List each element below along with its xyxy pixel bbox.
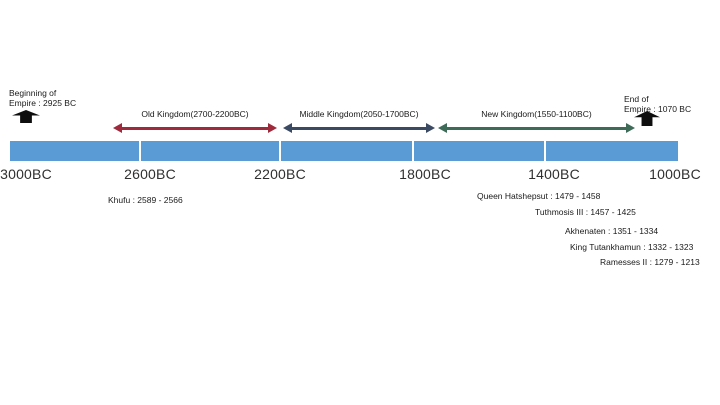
tick-label-1000bc: 1000BC [649,166,701,182]
arrow-shaft [447,126,626,130]
end-of-empire-label: End of Empire : 1070 BC [624,94,691,114]
middle-kingdom-label: Middle Kingdom(2050-1700BC) [299,109,419,119]
beginning-of-empire-line2: Empire : 2925 BC [9,98,77,108]
tick-label-1400bc: 1400BC [528,166,580,182]
arrowhead-right-icon [626,123,635,133]
tick-label-2600bc: 2600BC [124,166,176,182]
bar-divider [139,141,141,161]
middle-kingdom-period: Middle Kingdom(2050-1700BC) [283,109,435,133]
middle-kingdom-arrow [283,123,435,133]
arrowhead-left-icon [438,123,447,133]
beginning-of-empire-line1: Beginning of [9,88,57,98]
pharaoh-tuthmosis: Tuthmosis III : 1457 - 1425 [535,207,636,217]
pharaoh-hatshepsut: Queen Hatshepsut : 1479 - 1458 [477,191,601,201]
arrowhead-right-icon [268,123,277,133]
pharaoh-khufu: Khufu : 2589 - 2566 [108,195,183,205]
bar-divider [279,141,281,161]
end-of-empire-line2: Empire : 1070 BC [624,104,692,114]
tick-label-1800bc: 1800BC [399,166,451,182]
old-kingdom-arrow [113,123,277,133]
arrow-shaft [292,126,426,130]
end-of-empire-line1: End of [624,94,649,104]
pharaoh-akhenaten: Akhenaten : 1351 - 1334 [565,226,659,236]
timeline-bar [10,141,678,161]
old-kingdom-period: Old Kingdom(2700-2200BC) [113,109,277,133]
tick-label-3000bc: 3000BC [0,166,52,182]
pharaoh-ramesses: Ramesses II : 1279 - 1213 [600,257,700,267]
new-kingdom-arrow [438,123,635,133]
tick-label-2200bc: 2200BC [254,166,306,182]
bar-divider [412,141,414,161]
arrowhead-left-icon [283,123,292,133]
beginning-of-empire-label: Beginning of Empire : 2925 BC [9,88,76,108]
bar-divider [544,141,546,161]
new-kingdom-period: New Kingdom(1550-1100BC) [438,109,635,133]
new-kingdom-label: New Kingdom(1550-1100BC) [481,109,592,119]
pharaoh-tutankhamun: King Tutankhamun : 1332 - 1323 [570,242,694,252]
arrow-shaft [122,126,268,130]
beginning-up-arrow-icon [12,110,40,123]
arrowhead-left-icon [113,123,122,133]
arrowhead-right-icon [426,123,435,133]
old-kingdom-label: Old Kingdom(2700-2200BC) [141,109,249,119]
